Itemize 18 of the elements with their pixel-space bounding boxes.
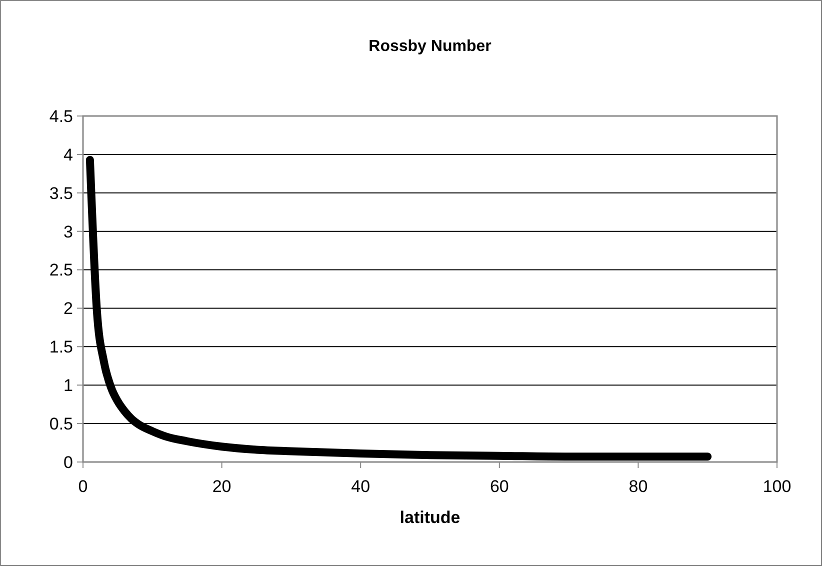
y-tick-label: 4.5 — [49, 106, 73, 126]
y-tick-label: 1 — [64, 376, 73, 396]
x-tick-label: 20 — [212, 477, 232, 496]
x-axis-title: latitude — [400, 508, 460, 527]
y-tick-label: 0.5 — [49, 414, 73, 434]
x-tick-label: 80 — [628, 477, 648, 496]
chart-title: Rossby Number — [368, 38, 492, 55]
y-tick-label: 4 — [64, 145, 73, 164]
y-tick-label: 3 — [64, 222, 73, 242]
y-tick-label: 1.5 — [49, 338, 73, 357]
x-tick-label: 60 — [490, 477, 509, 496]
y-tick-label: 0 — [64, 452, 73, 472]
x-tick-label: 100 — [762, 477, 792, 496]
y-tick-label: 2 — [64, 299, 73, 318]
y-tick-label: 3.5 — [49, 184, 73, 203]
x-tick-label: 0 — [78, 477, 88, 496]
x-tick-label: 40 — [351, 477, 370, 496]
y-tick-label: 2.5 — [49, 260, 73, 280]
